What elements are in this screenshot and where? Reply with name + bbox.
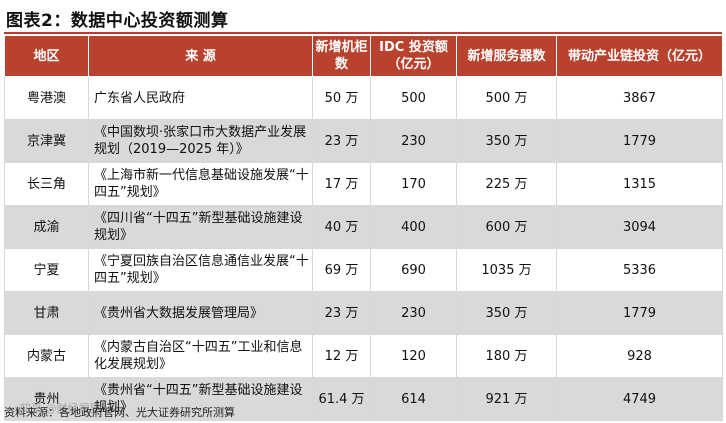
header-source: 来 源: [88, 35, 313, 77]
idc-cell: 230: [370, 119, 457, 163]
source-cell: 广东省人民政府: [88, 76, 313, 120]
idc-cell: 230: [370, 291, 457, 335]
idc-cell: 690: [370, 248, 457, 292]
cabinets-cell: 17 万: [312, 162, 371, 206]
region-cell: 成渝: [4, 205, 89, 249]
servers-cell: 921 万: [456, 377, 557, 421]
idc-cell: 120: [370, 334, 457, 378]
header-cabinets: 新增机柜数: [312, 35, 371, 77]
header-servers: 新增服务器数: [456, 35, 557, 77]
cabinets-cell: 40 万: [312, 205, 371, 249]
cabinets-cell: 23 万: [312, 119, 371, 163]
investment-table: 地区 来 源 新增机柜数 IDC 投资额（亿元） 新增服务器数 带动产业链投资（…: [4, 35, 723, 421]
source-cell: 《中国数坝·张家口市大数据产业发展规划（2019—2025 年）》: [88, 119, 313, 163]
table-row: 京津冀 《中国数坝·张家口市大数据产业发展规划（2019—2025 年）》 23…: [4, 119, 723, 163]
region-cell: 贵州: [4, 377, 89, 421]
header-region: 地区: [4, 35, 89, 77]
source-cell: 《上海市新一代信息基础设施发展“十四五”规划》: [88, 162, 313, 206]
source-cell: 《贵州省大数据发展管理局》: [88, 291, 313, 335]
servers-cell: 1035 万: [456, 248, 557, 292]
chain-cell: 1315: [556, 162, 723, 206]
source-cell: 《四川省“十四五”新型基础设施建设规划》: [88, 205, 313, 249]
cabinets-cell: 50 万: [312, 76, 371, 120]
table-row: 宁夏 《宁夏回族自治区信息通信业发展“十四五”规划》 69 万 690 1035…: [4, 248, 723, 292]
idc-cell: 170: [370, 162, 457, 206]
region-cell: 长三角: [4, 162, 89, 206]
region-cell: 内蒙古: [4, 334, 89, 378]
cabinets-cell: 23 万: [312, 291, 371, 335]
region-cell: 粤港澳: [4, 76, 89, 120]
figure-title: 图表2：数据中心投资额测算: [6, 11, 229, 31]
watermark: 知乎 @财经视界: [20, 402, 101, 415]
cabinets-cell: 69 万: [312, 248, 371, 292]
header-row: 地区 来 源 新增机柜数 IDC 投资额（亿元） 新增服务器数 带动产业链投资（…: [4, 35, 723, 77]
chain-cell: 5336: [556, 248, 723, 292]
chain-cell: 4749: [556, 377, 723, 421]
chain-cell: 1779: [556, 119, 723, 163]
cabinets-cell: 12 万: [312, 334, 371, 378]
idc-cell: 614: [370, 377, 457, 421]
region-cell: 甘肃: [4, 291, 89, 335]
servers-cell: 600 万: [456, 205, 557, 249]
table-row: 成渝 《四川省“十四五”新型基础设施建设规划》 40 万 400 600 万 3…: [4, 205, 723, 249]
region-cell: 宁夏: [4, 248, 89, 292]
table-row: 长三角 《上海市新一代信息基础设施发展“十四五”规划》 17 万 170 225…: [4, 162, 723, 206]
table-row: 粤港澳 广东省人民政府 50 万 500 500 万 3867: [4, 76, 723, 120]
table-row: 贵州 《贵州省“十四五”新型基础设施建设规划》 61.4 万 614 921 万…: [4, 377, 723, 421]
table-row: 内蒙古 《内蒙古自治区“十四五”工业和信息化发展规划》 12 万 120 180…: [4, 334, 723, 378]
header-chain-investment: 带动产业链投资（亿元）: [556, 35, 723, 77]
servers-cell: 350 万: [456, 119, 557, 163]
title-rule: [4, 32, 722, 34]
servers-cell: 225 万: [456, 162, 557, 206]
chain-cell: 3867: [556, 76, 723, 120]
header-idc-investment: IDC 投资额（亿元）: [370, 35, 457, 77]
region-cell: 京津冀: [4, 119, 89, 163]
idc-cell: 400: [370, 205, 457, 249]
chain-cell: 928: [556, 334, 723, 378]
source-footnote: 资料来源：各地政府官网、光大证券研究所测算: [4, 406, 235, 419]
servers-cell: 350 万: [456, 291, 557, 335]
cabinets-cell: 61.4 万: [312, 377, 371, 421]
table-row: 甘肃 《贵州省大数据发展管理局》 23 万 230 350 万 1779: [4, 291, 723, 335]
servers-cell: 180 万: [456, 334, 557, 378]
chain-cell: 1779: [556, 291, 723, 335]
source-cell: 《内蒙古自治区“十四五”工业和信息化发展规划》: [88, 334, 313, 378]
idc-cell: 500: [370, 76, 457, 120]
source-cell: 《宁夏回族自治区信息通信业发展“十四五”规划》: [88, 248, 313, 292]
chain-cell: 3094: [556, 205, 723, 249]
servers-cell: 500 万: [456, 76, 557, 120]
